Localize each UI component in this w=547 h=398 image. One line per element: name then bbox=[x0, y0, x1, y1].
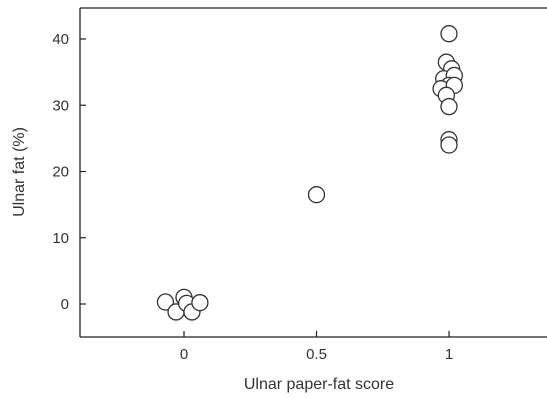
data-points bbox=[156, 25, 463, 321]
x-tick-label: 0 bbox=[180, 346, 188, 363]
y-axis-title: Ulnar fat (%) bbox=[11, 127, 28, 217]
data-point bbox=[307, 186, 326, 204]
data-point bbox=[440, 25, 458, 43]
data-point bbox=[440, 136, 458, 154]
x-tick-label: 1 bbox=[445, 346, 453, 363]
x-axis-title: Ulnar paper-fat score bbox=[244, 376, 394, 393]
y-tick-label: 40 bbox=[52, 31, 69, 48]
y-tick-label: 0 bbox=[61, 296, 69, 313]
y-tick-label: 10 bbox=[52, 230, 69, 247]
y-ticks: 0 10 20 30 40 bbox=[52, 31, 86, 313]
data-point bbox=[440, 97, 458, 116]
y-tick-label: 30 bbox=[52, 97, 69, 114]
plot-frame bbox=[79, 7, 547, 338]
data-point bbox=[191, 294, 209, 312]
x-ticks: 0 0.5 1 bbox=[180, 331, 453, 363]
y-tick-label: 20 bbox=[52, 164, 69, 181]
x-tick-label: 0.5 bbox=[306, 346, 327, 363]
data-point bbox=[156, 293, 175, 311]
